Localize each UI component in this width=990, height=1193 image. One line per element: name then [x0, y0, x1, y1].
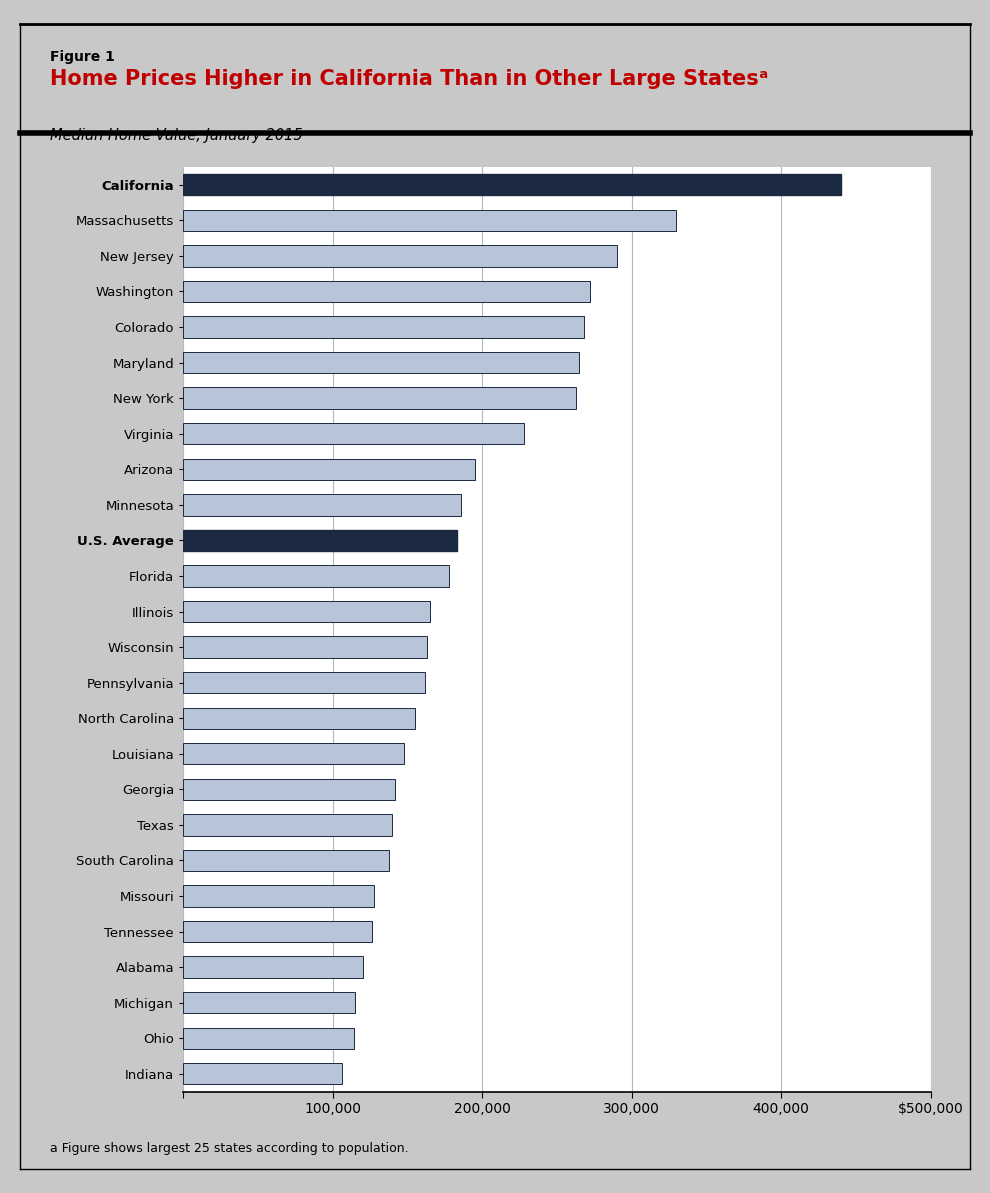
Bar — [183, 530, 456, 551]
Bar — [183, 993, 355, 1013]
Bar — [183, 352, 579, 373]
Bar — [183, 565, 449, 587]
Bar — [183, 210, 676, 231]
Bar — [183, 779, 395, 801]
Bar — [183, 1027, 353, 1049]
Bar — [183, 636, 427, 657]
Bar — [183, 707, 415, 729]
Bar — [183, 921, 371, 942]
Text: Figure 1: Figure 1 — [50, 50, 115, 64]
Bar — [183, 601, 430, 623]
Bar — [183, 280, 590, 302]
Bar — [183, 246, 617, 266]
Bar — [183, 743, 404, 765]
Bar — [183, 458, 474, 480]
Bar — [183, 494, 461, 515]
Bar — [183, 316, 584, 338]
Bar — [183, 174, 841, 196]
Bar — [183, 814, 392, 835]
Text: Median Home Value, January 2015: Median Home Value, January 2015 — [50, 128, 302, 143]
Bar — [183, 957, 362, 978]
Bar — [183, 1063, 342, 1084]
Bar — [183, 849, 389, 871]
Bar — [183, 424, 524, 444]
Bar — [183, 672, 426, 693]
Bar — [183, 388, 576, 409]
Text: Home Prices Higher in California Than in Other Large Statesᵃ: Home Prices Higher in California Than in… — [50, 69, 768, 89]
Text: a Figure shows largest 25 states according to population.: a Figure shows largest 25 states accordi… — [50, 1142, 408, 1155]
Bar — [183, 885, 374, 907]
